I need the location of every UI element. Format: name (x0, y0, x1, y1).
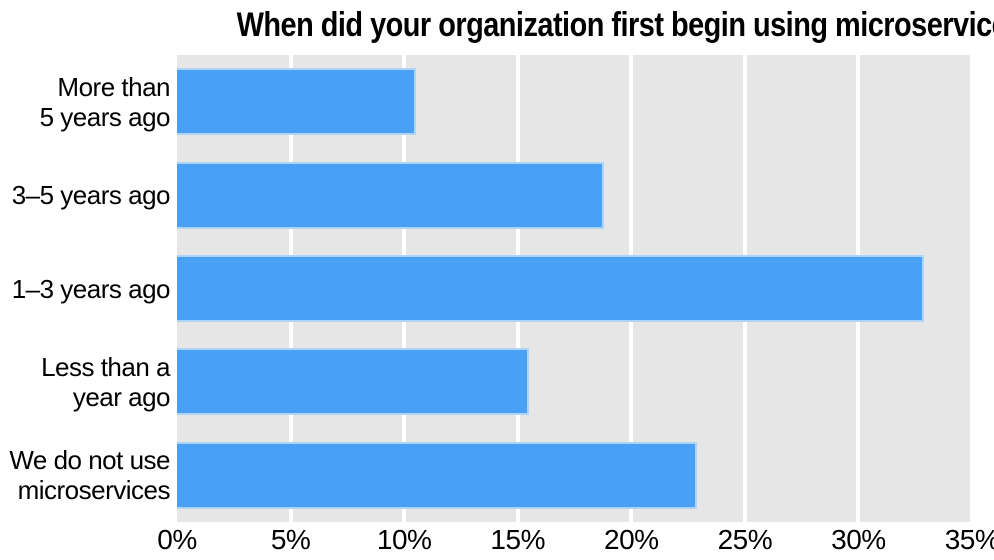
x-tick-label-20: 20% (604, 524, 659, 555)
bar-4 (177, 441, 698, 509)
x-tick-label-0: 0% (157, 524, 197, 555)
bar-1 (177, 161, 605, 229)
bar-2 (177, 255, 925, 322)
chart-title: When did your organization first begin u… (236, 6, 994, 44)
category-label-1: 3–5 years ago (11, 180, 171, 211)
plot-area (177, 55, 972, 522)
bar-3 (177, 348, 530, 416)
y-axis-labels: More than 5 years ago 3–5 years ago 1–3 ye… (0, 55, 170, 522)
x-tick-label-35: 35% (944, 524, 994, 555)
category-label-3: Less than a year ago (41, 351, 170, 412)
x-tick-label-25: 25% (717, 524, 773, 555)
x-tick-label-15: 15% (490, 524, 545, 555)
category-label-2: 1–3 years ago (11, 273, 171, 304)
bar-0 (177, 68, 416, 136)
x-tick-label-5: 5% (270, 524, 311, 555)
category-label-0: More than 5 years ago (39, 71, 171, 132)
x-tick-label-30: 30% (831, 524, 886, 555)
x-axis: 0% 5% 10% 15% 20% 25% 30% 35% (157, 521, 994, 558)
gridline-35 (970, 55, 972, 522)
x-tick-label-10: 10% (376, 524, 432, 555)
category-label-4: We do not use microservices (9, 445, 170, 506)
